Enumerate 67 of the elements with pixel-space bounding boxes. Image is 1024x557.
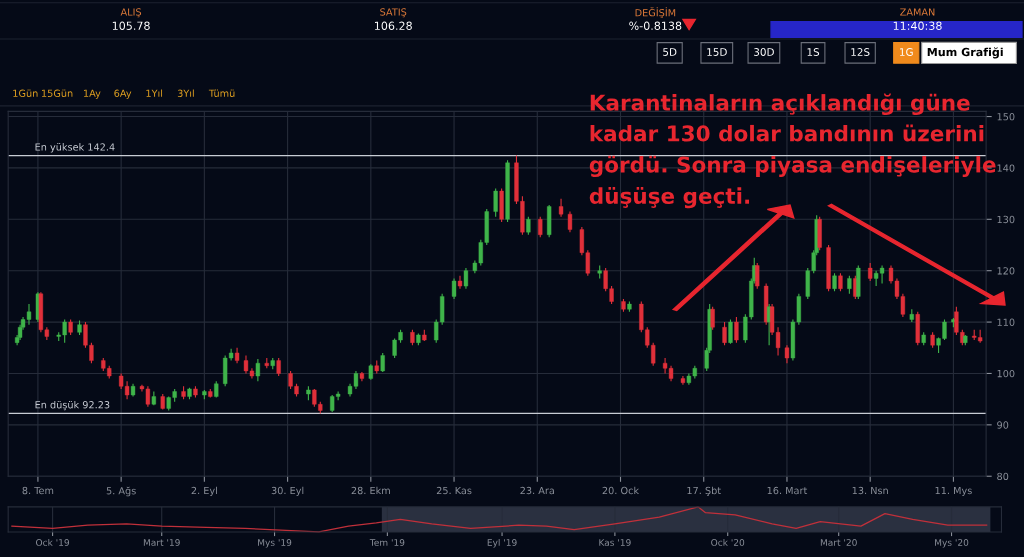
- candlestick: [728, 318, 733, 345]
- x-tick-label: 2. Eyl: [191, 486, 217, 497]
- x-tick-label: 25. Kas: [436, 486, 472, 495]
- candlestick: [755, 262, 760, 290]
- text: %-0.8138: [629, 21, 682, 30]
- x-tick-label: 28. Ekm: [351, 486, 390, 495]
- text: SATIŞ: [380, 8, 407, 18]
- y-tick-label: 120: [997, 267, 1015, 275]
- x-tick-label: Eyl '19: [487, 538, 517, 548]
- candlestick: [567, 211, 573, 233]
- y-tick-label: 130: [997, 215, 1015, 224]
- text: Tümü: [208, 89, 235, 97]
- candlestick: [451, 277, 457, 300]
- x-tick-label: 11. Mys: [935, 486, 972, 497]
- x-tick-label: 17. Şbt: [687, 486, 721, 496]
- text: 6Ay: [114, 89, 132, 99]
- candlestick: [380, 352, 385, 373]
- candlestick: [722, 321, 727, 346]
- y-tick-label: 90: [997, 421, 1009, 429]
- text: 30D: [754, 48, 774, 56]
- text: 15D: [707, 48, 727, 56]
- candlestick: [710, 306, 715, 331]
- text: 1G: [900, 48, 913, 56]
- x-tick-label: Ock '20: [711, 538, 745, 546]
- candlestick: [734, 316, 739, 344]
- text: 11:40:38: [893, 21, 942, 30]
- ref-line-label: En düşük 92.23: [35, 400, 110, 411]
- text: 15Gün: [42, 89, 73, 97]
- x-tick-label: Mys '19: [258, 539, 292, 548]
- x-tick-label: Mart '19: [143, 539, 180, 546]
- x-tick-label: 30. Eyl: [271, 486, 304, 497]
- x-tick-label: 16. Mart: [767, 486, 808, 495]
- text: 1Ay: [84, 89, 101, 99]
- x-tick-label: Ock '19: [36, 538, 70, 546]
- y-tick-label: 110: [997, 318, 1015, 326]
- x-tick-label: Kas '19: [599, 539, 631, 546]
- x-tick-label: 23. Ara: [520, 486, 554, 495]
- x-tick-label: 5. Ağs: [106, 486, 136, 497]
- y-tick-label: 80: [997, 472, 1009, 481]
- text: 106.28: [375, 21, 412, 30]
- text: 105.78: [112, 21, 150, 30]
- text: Mum Grafiği: [927, 47, 1003, 59]
- x-tick-label: 13. Nsn: [852, 486, 888, 495]
- text: DEĞİŞİM: [635, 7, 676, 19]
- text: 1Yıl: [146, 89, 163, 97]
- text: 1S: [807, 48, 820, 56]
- x-tick-label: 20. Ock: [602, 486, 640, 495]
- candlestick: [493, 187, 498, 218]
- ref-line-label: En yüksek 142.4: [35, 143, 115, 153]
- text: 12S: [851, 48, 870, 56]
- candlestick: [463, 267, 469, 290]
- candlestick: [538, 216, 543, 238]
- annotation: Karantinaların açıklandığı güne kadar 130 dolar bandının üzerini gördü. Sonra piyasa endişeleriyle düşüşe geçti.: [589, 93, 996, 209]
- text: 1Gün: [13, 89, 38, 97]
- text: 5D: [663, 48, 677, 56]
- candlestick: [558, 198, 564, 218]
- x-tick-label: Mart '20: [820, 539, 857, 546]
- y-tick-label: 150: [997, 113, 1015, 121]
- text: ALIŞ: [120, 8, 142, 18]
- y-tick-label: 140: [997, 164, 1015, 172]
- x-tick-label: Tem '19: [369, 539, 405, 546]
- text: ZAMAN: [900, 8, 935, 16]
- x-tick-label: Mys '20: [935, 539, 969, 548]
- text: 3Yıl: [177, 89, 194, 97]
- candlestick: [255, 358, 261, 382]
- y-tick-label: 100: [997, 369, 1015, 378]
- x-tick-label: 8. Tem: [22, 486, 54, 495]
